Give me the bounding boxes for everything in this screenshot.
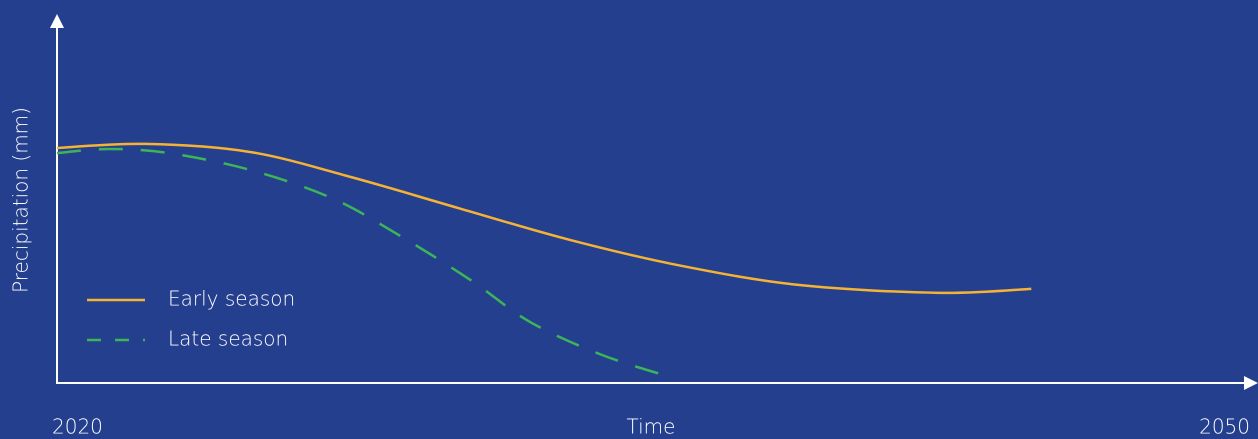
legend-label: Late season — [168, 327, 288, 351]
series-line — [56, 147, 674, 380]
legend-label: Early season — [168, 287, 295, 311]
x-tick-label: 2020 — [52, 415, 103, 439]
y-axis-arrow — [50, 14, 64, 28]
x-axis-arrow — [1244, 376, 1258, 390]
series-line — [56, 142, 1032, 295]
y-axis-label: Precipitation (mm) — [9, 107, 33, 293]
x-axis-label: Time — [627, 415, 676, 439]
x-tick-label: 2050 — [1199, 415, 1250, 439]
